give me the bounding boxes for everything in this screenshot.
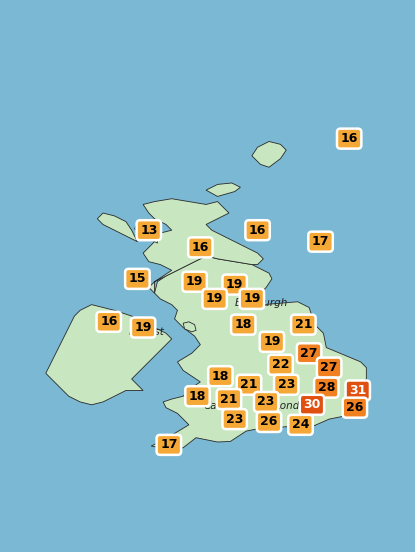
Text: 26: 26 (260, 416, 278, 428)
Polygon shape (206, 183, 240, 197)
Text: Edinburgh: Edinburgh (235, 298, 288, 308)
Text: 23: 23 (278, 378, 295, 391)
Polygon shape (183, 322, 196, 332)
Text: 23: 23 (226, 412, 243, 426)
Text: 19: 19 (134, 321, 152, 334)
Text: 19: 19 (226, 278, 243, 291)
Text: 27: 27 (300, 347, 318, 360)
Text: 13: 13 (140, 224, 158, 237)
Text: 16: 16 (100, 315, 117, 328)
Polygon shape (129, 279, 149, 288)
Text: 15: 15 (129, 272, 146, 285)
Text: 24: 24 (292, 418, 309, 431)
Polygon shape (97, 213, 137, 242)
Text: 19: 19 (243, 293, 261, 305)
Text: 16: 16 (192, 241, 209, 254)
Text: 19: 19 (186, 275, 203, 288)
Text: 22: 22 (272, 358, 289, 371)
Text: 21: 21 (240, 378, 258, 391)
Text: 26: 26 (346, 401, 364, 414)
Text: 17: 17 (312, 235, 329, 248)
Text: 19: 19 (263, 335, 281, 348)
Text: 27: 27 (320, 361, 338, 374)
Polygon shape (143, 199, 263, 293)
Text: 18: 18 (212, 370, 229, 383)
Text: 18: 18 (189, 390, 206, 403)
Polygon shape (134, 225, 157, 243)
Text: 21: 21 (295, 318, 312, 331)
Text: Belfast: Belfast (129, 327, 165, 337)
Text: 18: 18 (234, 318, 252, 331)
Text: 16: 16 (340, 132, 358, 145)
Text: London: London (275, 401, 313, 411)
Text: 16: 16 (249, 224, 266, 237)
Text: 17: 17 (160, 438, 178, 452)
Text: 19: 19 (206, 293, 223, 305)
Polygon shape (151, 256, 366, 449)
Polygon shape (252, 141, 286, 167)
Text: 21: 21 (220, 392, 238, 406)
Text: Cardiff: Cardiff (203, 401, 238, 411)
Text: 23: 23 (257, 395, 275, 408)
Polygon shape (46, 305, 172, 405)
Text: 30: 30 (303, 399, 321, 411)
Text: 31: 31 (349, 384, 366, 397)
Text: 28: 28 (317, 381, 335, 394)
